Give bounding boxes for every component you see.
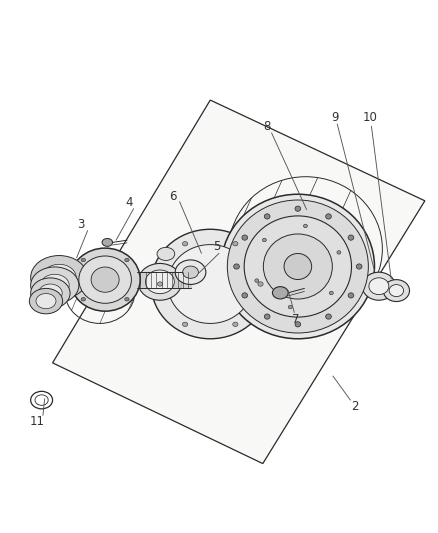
Text: 9: 9	[331, 111, 339, 124]
Ellipse shape	[326, 314, 331, 319]
Ellipse shape	[31, 255, 88, 300]
Ellipse shape	[265, 214, 270, 219]
Ellipse shape	[125, 297, 129, 301]
Ellipse shape	[39, 284, 62, 302]
Ellipse shape	[295, 322, 300, 327]
Ellipse shape	[183, 322, 188, 327]
Ellipse shape	[295, 206, 300, 211]
Ellipse shape	[258, 282, 263, 286]
Text: 5: 5	[213, 240, 220, 253]
Ellipse shape	[389, 285, 403, 296]
Ellipse shape	[79, 256, 131, 303]
Ellipse shape	[168, 245, 253, 324]
Ellipse shape	[157, 247, 175, 261]
Polygon shape	[53, 100, 425, 464]
Ellipse shape	[244, 216, 351, 317]
Ellipse shape	[40, 274, 69, 296]
Text: 7: 7	[292, 312, 300, 326]
Ellipse shape	[138, 263, 182, 300]
Text: 3: 3	[78, 219, 85, 231]
Ellipse shape	[242, 293, 247, 298]
Ellipse shape	[227, 200, 368, 333]
Ellipse shape	[362, 272, 396, 300]
Ellipse shape	[329, 291, 333, 295]
Text: 11: 11	[30, 416, 45, 429]
Ellipse shape	[36, 294, 56, 309]
Ellipse shape	[221, 194, 374, 339]
Ellipse shape	[255, 279, 259, 282]
Ellipse shape	[369, 278, 389, 295]
Ellipse shape	[337, 251, 341, 254]
Ellipse shape	[284, 254, 312, 279]
Text: 4: 4	[125, 197, 133, 209]
Ellipse shape	[233, 322, 238, 327]
Ellipse shape	[81, 297, 85, 301]
Ellipse shape	[157, 282, 162, 286]
Ellipse shape	[383, 280, 410, 302]
Ellipse shape	[357, 264, 362, 269]
Text: 10: 10	[363, 111, 378, 124]
Text: 6: 6	[169, 190, 177, 203]
Ellipse shape	[42, 264, 76, 290]
Ellipse shape	[102, 238, 113, 246]
Ellipse shape	[265, 314, 270, 319]
Ellipse shape	[348, 235, 354, 240]
Ellipse shape	[70, 248, 140, 311]
Ellipse shape	[348, 293, 354, 298]
Ellipse shape	[262, 238, 266, 242]
Ellipse shape	[272, 287, 288, 299]
Text: 2: 2	[351, 400, 359, 413]
Ellipse shape	[304, 224, 307, 228]
Ellipse shape	[81, 259, 85, 262]
Ellipse shape	[125, 259, 129, 262]
Ellipse shape	[183, 241, 188, 246]
Ellipse shape	[145, 270, 174, 294]
Ellipse shape	[233, 241, 238, 246]
Ellipse shape	[175, 260, 206, 285]
Ellipse shape	[326, 214, 331, 219]
Text: 8: 8	[264, 120, 271, 133]
Ellipse shape	[91, 267, 119, 292]
Ellipse shape	[183, 266, 198, 278]
Ellipse shape	[31, 278, 70, 309]
Ellipse shape	[263, 234, 332, 299]
Ellipse shape	[151, 229, 269, 339]
Ellipse shape	[242, 235, 247, 240]
Ellipse shape	[288, 305, 292, 309]
Ellipse shape	[31, 267, 79, 304]
Ellipse shape	[29, 288, 63, 314]
Ellipse shape	[234, 264, 239, 269]
